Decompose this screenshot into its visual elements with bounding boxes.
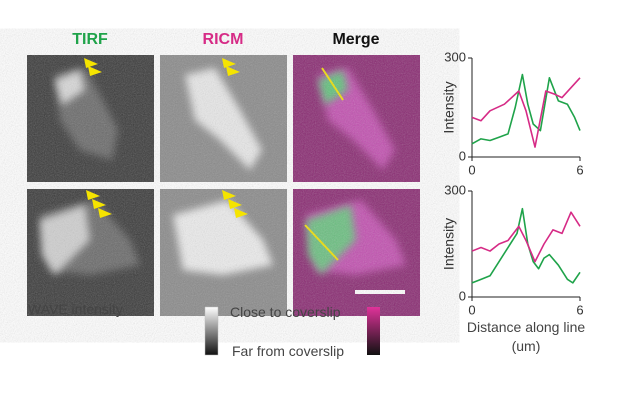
x-tick-label: 0 <box>468 162 475 177</box>
line-series <box>471 73 581 145</box>
line-series <box>471 77 581 148</box>
caption: Far from coverslip <box>232 343 345 359</box>
panel-title: TIRF <box>72 31 108 48</box>
caption: Close to coverslip <box>230 304 341 320</box>
panel-title: Merge <box>332 31 379 48</box>
y-tick-label: 0 <box>459 148 466 163</box>
y-axis-label: Intensity <box>441 81 457 133</box>
x-tick-label: 6 <box>576 302 583 317</box>
x-tick-label: 0 <box>468 302 475 317</box>
line-series <box>471 211 581 263</box>
magenta-colorbar <box>367 307 380 355</box>
arrowheads <box>84 58 248 218</box>
panel-title: RICM <box>203 31 244 48</box>
noise <box>27 55 420 316</box>
caption: WAVE intensity <box>28 301 123 317</box>
x-tick-label: 6 <box>576 162 583 177</box>
line-series <box>471 207 581 284</box>
y-tick-label: 300 <box>444 49 466 64</box>
y-tick-label: 300 <box>444 182 466 197</box>
gray-colorbar <box>204 306 219 356</box>
x-axis-label: Distance along line (um) <box>466 319 586 354</box>
micrographs <box>27 55 420 356</box>
y-tick-label: 0 <box>459 288 466 303</box>
y-axis-label: Intensity <box>441 218 457 270</box>
